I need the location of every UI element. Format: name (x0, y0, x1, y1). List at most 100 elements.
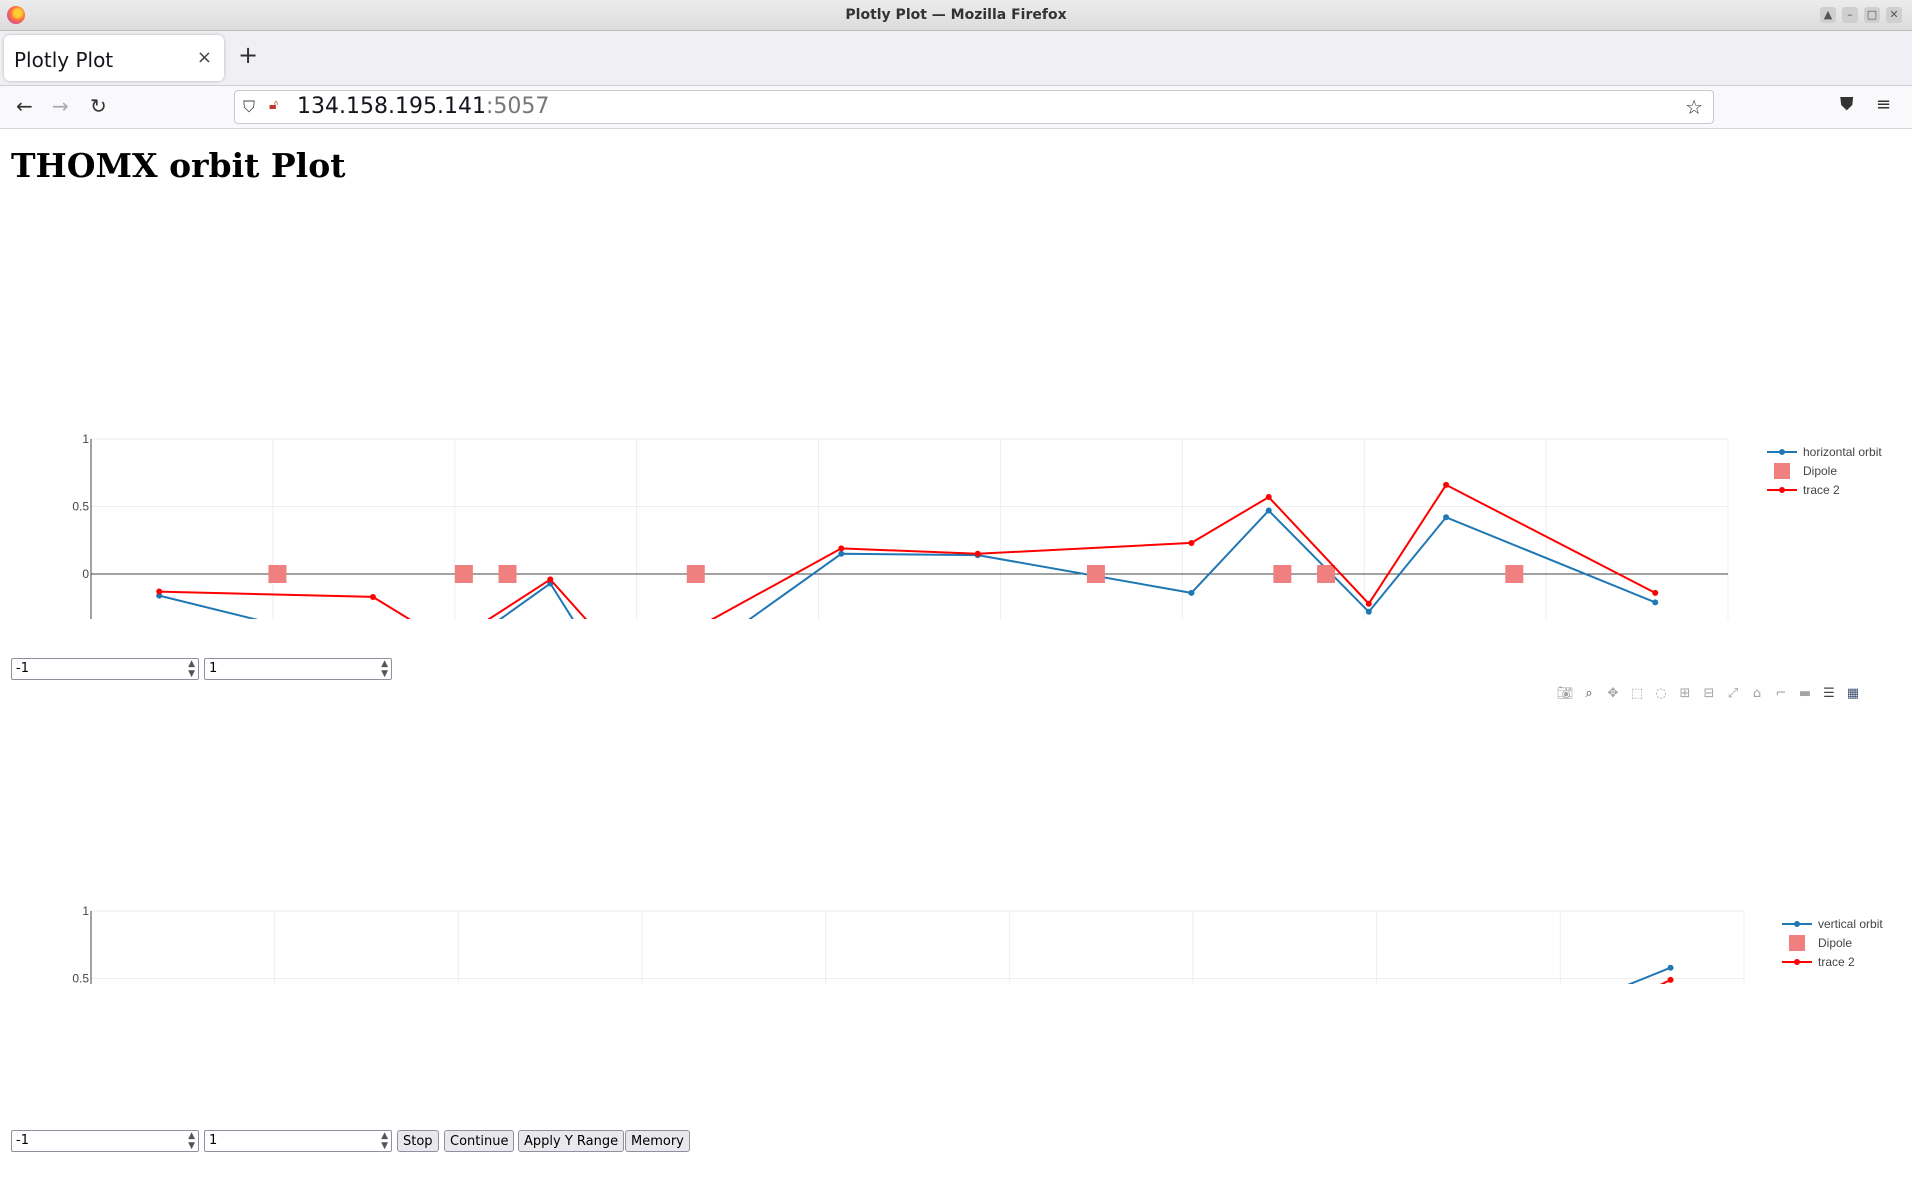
url-host: 134.158.195.141 (297, 94, 486, 119)
vertical-orbit-point[interactable] (1667, 964, 1674, 971)
control-buttons: Stop Continue Apply Y Range Memory (397, 1130, 797, 1152)
legend-entry-dipole[interactable]: Dipole (1803, 464, 1837, 478)
dipole-marker[interactable] (1086, 565, 1105, 583)
trace-2-point[interactable] (1443, 481, 1450, 488)
trace-2-point[interactable] (156, 588, 163, 595)
plot1-ymax-input[interactable] (207, 660, 361, 677)
horizontal-orbit-point[interactable] (1652, 599, 1659, 606)
memory-button[interactable]: Memory (625, 1130, 690, 1152)
dipole-marker[interactable] (1273, 565, 1292, 583)
legend-entry-horizontal-orbit[interactable]: horizontal orbit (1803, 445, 1882, 459)
lasso-select-icon[interactable]: ◌ (1655, 686, 1667, 701)
pocket-icon[interactable]: ⛊ (1840, 94, 1854, 115)
legend-square-swatch[interactable] (1789, 935, 1805, 951)
autoscale-icon[interactable]: ⤢ (1727, 686, 1739, 701)
y-tick-label: 0.5 (72, 972, 89, 985)
trace-2-point[interactable] (974, 550, 981, 557)
horizontal-orbit-point[interactable] (1265, 507, 1272, 514)
plot1-ymin-spinner[interactable]: ▲▼ (11, 658, 199, 680)
box-select-icon[interactable]: ⬚ (1630, 686, 1644, 701)
legend-point-swatch[interactable] (1794, 959, 1800, 965)
legend-point-swatch[interactable] (1779, 449, 1785, 455)
dipole-marker[interactable] (498, 565, 517, 583)
plot2-ymax-spinner[interactable]: ▲▼ (204, 1130, 392, 1152)
legend-entry-dipole[interactable]: Dipole (1818, 936, 1852, 950)
legend-entry-trace-2[interactable]: trace 2 (1803, 483, 1840, 497)
spinner-arrows-icon[interactable]: ▲ ▼ (188, 659, 195, 679)
zoom-icon[interactable]: ⌕ (1585, 686, 1593, 701)
trace-2-line[interactable] (159, 979, 1671, 1125)
horizontal-orbit-point[interactable] (1443, 514, 1450, 521)
plotly-logo-icon[interactable]: ▦ (1846, 686, 1860, 701)
spinner-arrows-icon[interactable]: ▲ ▼ (381, 1131, 388, 1151)
legend-entry-vertical-orbit[interactable]: vertical orbit (1818, 917, 1883, 931)
new-tab-button[interactable]: + (238, 41, 259, 69)
dipole-marker[interactable] (268, 565, 287, 583)
spike-lines-icon[interactable]: ⌐ (1775, 686, 1787, 701)
legend-entry-trace-2[interactable]: trace 2 (1818, 955, 1855, 969)
back-arrow-icon[interactable]: ← (16, 94, 33, 118)
trace-2-line[interactable] (159, 483, 1656, 668)
reset-axes-icon[interactable]: ⌂ (1752, 686, 1762, 701)
plot2-ymin-spinner[interactable]: ▲▼ (11, 1130, 199, 1152)
vertical-orbit-line[interactable] (159, 966, 1671, 1153)
hover-compare-icon[interactable]: ☰ (1823, 686, 1835, 701)
dipole-marker[interactable] (1505, 565, 1524, 583)
plot1-ymin-input[interactable] (14, 660, 168, 677)
dipole-marker[interactable] (454, 565, 473, 583)
page-content: THOMX orbit Plot 024681012141618−1−0.500… (0, 129, 1912, 1203)
trace-2-point[interactable] (1365, 600, 1372, 607)
menu-icon[interactable]: ≡ (1876, 94, 1892, 115)
reload-icon[interactable]: ↻ (90, 94, 107, 118)
spinner-arrows-icon[interactable]: ▲ ▼ (188, 1131, 195, 1151)
tracking-shield-icon[interactable]: ⛉ (243, 97, 256, 116)
trace-2-point[interactable] (1188, 539, 1195, 546)
window-close-icon[interactable]: ✕ (1886, 7, 1902, 23)
dipole-marker[interactable] (1317, 565, 1336, 583)
legend-square-swatch[interactable] (1774, 463, 1790, 479)
tab-label: Plotly Plot (14, 48, 114, 72)
legend-point-swatch[interactable] (1779, 487, 1785, 493)
window-maximize-icon[interactable]: □ (1864, 7, 1880, 23)
bookmark-star-icon[interactable]: ☆ (1685, 95, 1703, 119)
tab-plotly-plot[interactable]: Plotly Plot × (4, 35, 224, 81)
zoom-out-icon[interactable]: ⊟ (1703, 686, 1715, 701)
pan-icon[interactable]: ✥ (1607, 686, 1619, 701)
plot2-ymax-input[interactable] (207, 1132, 361, 1149)
legend-point-swatch[interactable] (1794, 921, 1800, 927)
horizontal-orbit-point[interactable] (1365, 608, 1372, 615)
tab-close-icon[interactable]: × (196, 47, 212, 68)
horizontal-orbit-point[interactable] (1188, 589, 1195, 596)
spinner-arrows-icon[interactable]: ▲ ▼ (381, 659, 388, 679)
apply-y-range-button[interactable]: Apply Y Range (518, 1130, 625, 1152)
horizontal-orbit-point[interactable] (838, 550, 845, 557)
y-tick-label: 1 (82, 432, 89, 446)
url-port: :5057 (485, 94, 550, 119)
zoom-in-icon[interactable]: ⊞ (1679, 686, 1691, 701)
hover-closest-icon[interactable]: ▬ (1798, 686, 1812, 701)
tab-bar: Plotly Plot × + (0, 31, 1912, 86)
url-text[interactable]: 134.158.195.141:5057 (297, 94, 549, 119)
insecure-lock-icon[interactable]: 🔓︎ (269, 97, 279, 113)
trace-2-point[interactable] (369, 593, 376, 600)
forward-arrow-icon[interactable]: → (52, 94, 69, 118)
plotly-modebar: 📷︎ ⌕ ✥ ⬚ ◌ ⊞ ⊟ ⤢ ⌂ ⌐ ▬ ☰ ▦ (1556, 685, 1862, 703)
trace-2-point[interactable] (1667, 976, 1674, 983)
window-minimize-icon[interactable]: – (1842, 7, 1858, 23)
continue-button[interactable]: Continue (444, 1130, 515, 1152)
trace-2-point[interactable] (547, 576, 554, 583)
window-up-icon[interactable]: ▲ (1820, 7, 1836, 23)
trace-2-point[interactable] (1265, 494, 1272, 501)
trace-2-point[interactable] (1652, 589, 1659, 596)
stop-button[interactable]: Stop (397, 1130, 439, 1152)
dipole-marker[interactable] (686, 565, 705, 583)
plot1-ymax-spinner[interactable]: ▲▼ (204, 658, 392, 680)
plot2-ymin-input[interactable] (14, 1132, 168, 1149)
url-bar[interactable]: ⛉ 🔓︎ 134.158.195.141:5057 ☆ (234, 90, 1714, 124)
camera-icon[interactable]: 📷︎ (1556, 686, 1574, 701)
trace-2-point[interactable] (838, 545, 845, 552)
